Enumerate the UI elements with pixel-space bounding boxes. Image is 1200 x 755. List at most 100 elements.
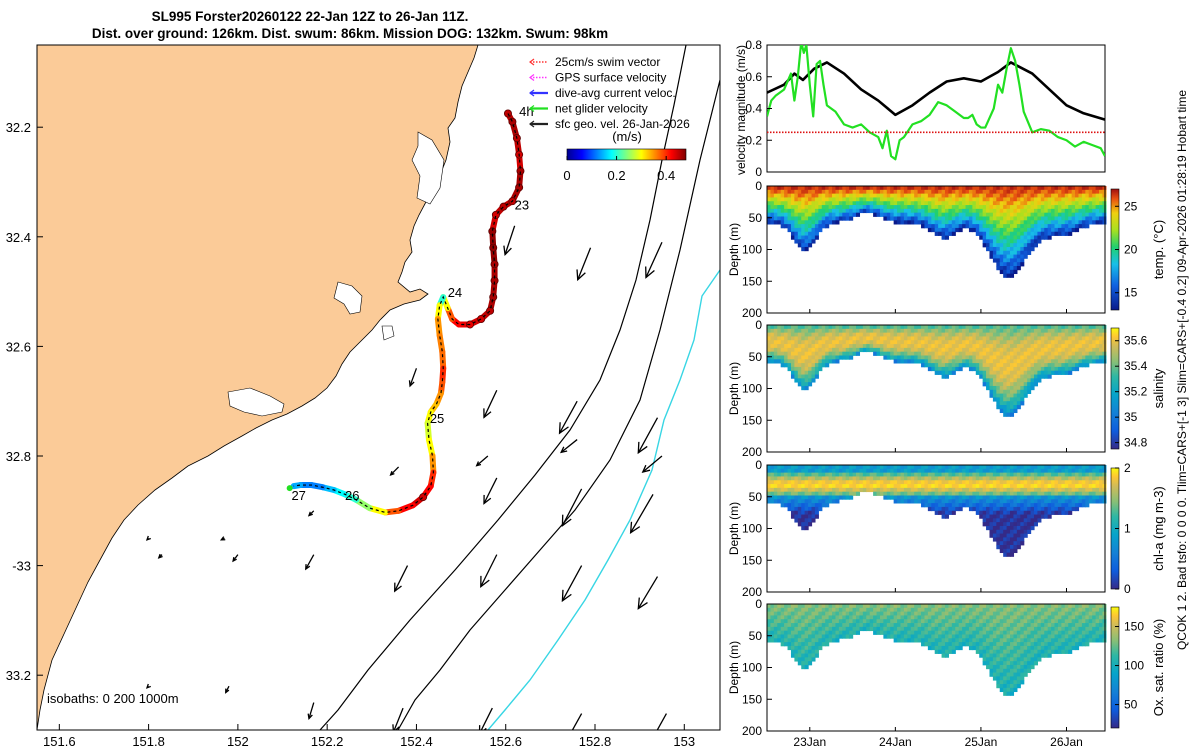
section-cell bbox=[928, 355, 932, 359]
section-cell bbox=[798, 224, 802, 228]
section-cell bbox=[794, 213, 798, 217]
section-cell bbox=[846, 484, 850, 488]
section-cell bbox=[777, 615, 781, 619]
section-cell bbox=[1031, 492, 1035, 496]
section-cell bbox=[1041, 190, 1045, 194]
section-cell bbox=[1075, 205, 1079, 209]
section-cell bbox=[1003, 213, 1007, 217]
section-cell bbox=[791, 232, 795, 236]
section-cell bbox=[1055, 511, 1059, 515]
section-cell bbox=[1027, 216, 1031, 220]
section-cell bbox=[955, 340, 959, 344]
section-cell bbox=[1092, 476, 1096, 480]
section-cell bbox=[1017, 258, 1021, 262]
section-cell bbox=[1013, 526, 1017, 530]
section-cell bbox=[986, 518, 990, 522]
section-cell bbox=[856, 623, 860, 627]
section-cell bbox=[945, 650, 949, 654]
section-cell bbox=[890, 619, 894, 623]
section-cell bbox=[948, 627, 952, 631]
section-cell bbox=[1085, 216, 1089, 220]
section-cell bbox=[938, 495, 942, 499]
section-cell bbox=[931, 197, 935, 201]
section-cell bbox=[959, 615, 963, 619]
section-cell bbox=[781, 186, 785, 190]
section-cell bbox=[1044, 359, 1048, 363]
geo-arrow-head bbox=[650, 732, 658, 742]
section-cell bbox=[818, 201, 822, 205]
section-cell bbox=[1020, 401, 1024, 405]
section-cell bbox=[911, 492, 915, 496]
section-cell bbox=[1013, 537, 1017, 541]
section-cell bbox=[794, 228, 798, 232]
section-cell bbox=[1003, 201, 1007, 205]
section-cell bbox=[1089, 213, 1093, 217]
section-cell bbox=[1065, 480, 1069, 484]
section-cell bbox=[890, 197, 894, 201]
section-cell bbox=[842, 352, 846, 356]
section-cell bbox=[1000, 537, 1004, 541]
section-cell bbox=[983, 216, 987, 220]
section-cell bbox=[818, 194, 822, 198]
section-cell bbox=[986, 526, 990, 530]
section-cell bbox=[904, 619, 908, 623]
section-cell bbox=[883, 186, 887, 190]
section-cell bbox=[924, 186, 928, 190]
section-cell bbox=[873, 201, 877, 205]
section-cell bbox=[846, 615, 850, 619]
section-cell bbox=[1096, 197, 1100, 201]
section-cell bbox=[791, 650, 795, 654]
section-cell bbox=[794, 515, 798, 519]
section-cell bbox=[900, 336, 904, 340]
section-cell bbox=[798, 499, 802, 503]
section-cell bbox=[897, 336, 901, 340]
section-cell bbox=[774, 473, 778, 477]
section-cell bbox=[1055, 333, 1059, 337]
section-cell bbox=[1010, 390, 1014, 394]
section-cell bbox=[1003, 511, 1007, 515]
section-cell bbox=[825, 492, 829, 496]
section-cell bbox=[880, 336, 884, 340]
section-cell bbox=[1075, 190, 1079, 194]
section-cell bbox=[822, 213, 826, 217]
section-cell bbox=[873, 488, 877, 492]
section-cell bbox=[904, 213, 908, 217]
section-cell bbox=[1017, 228, 1021, 232]
section-cell bbox=[979, 325, 983, 329]
section-cell bbox=[791, 503, 795, 507]
section-cell bbox=[811, 657, 815, 661]
section-cell bbox=[818, 492, 822, 496]
section-cell bbox=[996, 665, 1000, 669]
section-cell bbox=[1013, 375, 1017, 379]
section-cell bbox=[931, 465, 935, 469]
section-cell bbox=[883, 495, 887, 499]
section-cell bbox=[1000, 615, 1004, 619]
section-cell bbox=[1031, 378, 1035, 382]
section-cell bbox=[1031, 236, 1035, 240]
section-cell bbox=[1024, 469, 1028, 473]
section-cell bbox=[1044, 213, 1048, 217]
section-cell bbox=[945, 499, 949, 503]
section-cell bbox=[1065, 371, 1069, 375]
section-cell bbox=[993, 484, 997, 488]
section-cell bbox=[774, 469, 778, 473]
section-cell bbox=[1075, 367, 1079, 371]
section-cell bbox=[1102, 473, 1106, 477]
section-cell bbox=[976, 465, 980, 469]
section-cell bbox=[914, 348, 918, 352]
section-cell bbox=[798, 352, 802, 356]
section-cell bbox=[835, 355, 839, 359]
section-cell bbox=[979, 194, 983, 198]
section-cell bbox=[1078, 469, 1082, 473]
section-cell bbox=[777, 336, 781, 340]
section-cell bbox=[979, 507, 983, 511]
section-cell bbox=[942, 515, 946, 519]
section-cell bbox=[942, 232, 946, 236]
section-cell bbox=[811, 480, 815, 484]
section-cell bbox=[788, 480, 792, 484]
section-cell bbox=[856, 604, 860, 608]
section-cell bbox=[921, 194, 925, 198]
section-cell bbox=[1089, 484, 1093, 488]
section-cell bbox=[955, 220, 959, 224]
section-cell bbox=[1017, 397, 1021, 401]
